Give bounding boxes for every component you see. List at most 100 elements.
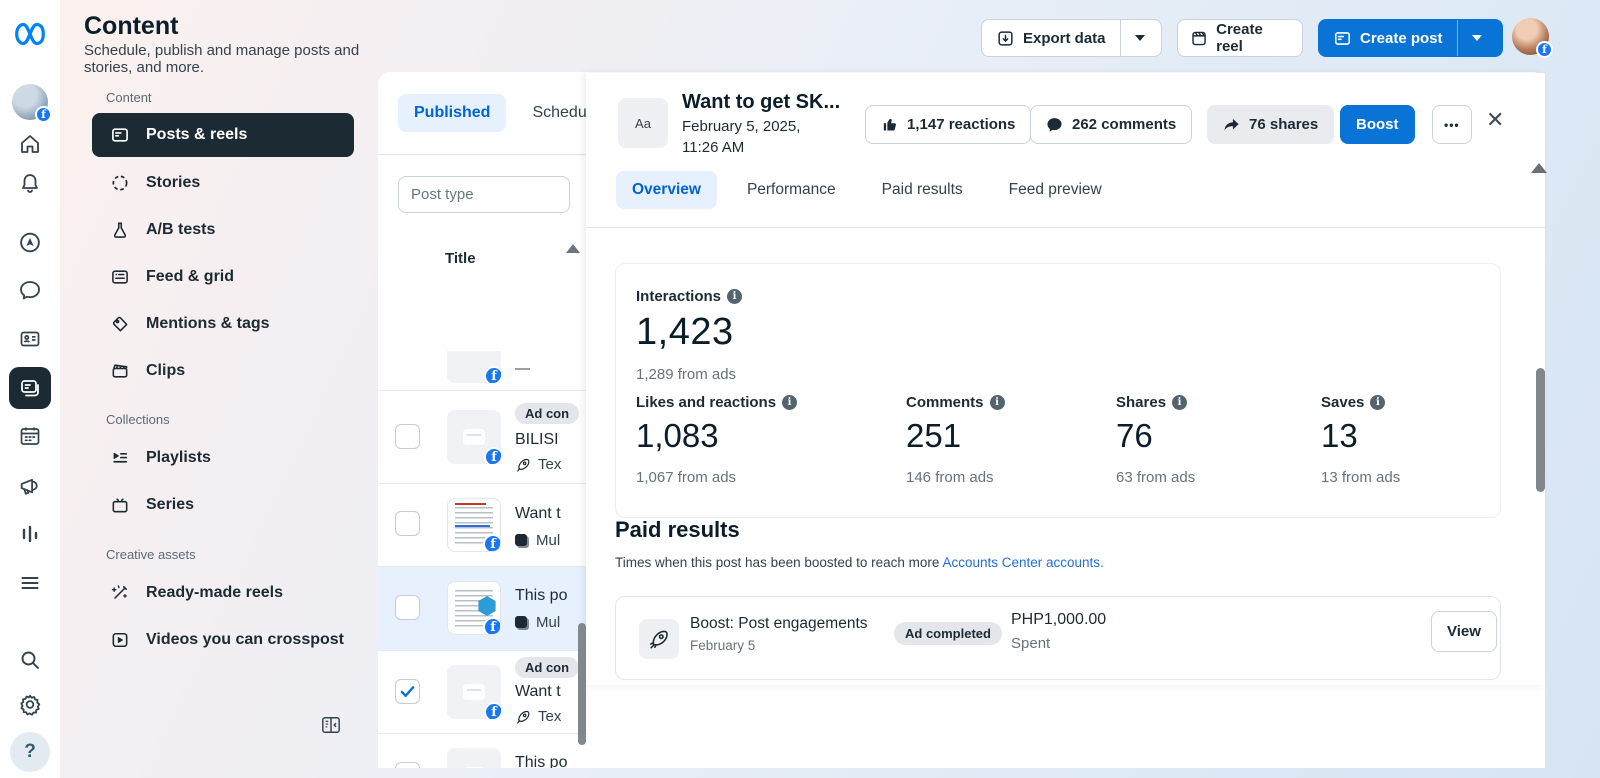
export-data-dropdown[interactable]	[1121, 20, 1159, 56]
sidebar-item-feed-grid[interactable]: Feed & grid	[92, 255, 354, 299]
user-avatar[interactable]: f	[1512, 18, 1553, 58]
planner-calendar-icon[interactable]	[18, 424, 42, 448]
post-title: Want t	[515, 683, 561, 700]
tab-feed-preview[interactable]: Feed preview	[1008, 181, 1102, 198]
sidebar-item-ready-made-reels[interactable]: Ready-made reels	[92, 571, 354, 615]
post-type-filter[interactable]: Post type	[398, 176, 570, 213]
ads-icon[interactable]	[18, 230, 43, 255]
tab-overview[interactable]: Overview	[616, 171, 717, 209]
sidebar-item-posts-reels[interactable]: Posts & reels	[92, 113, 354, 157]
stamp-icon	[478, 596, 496, 616]
row-checkbox[interactable]	[395, 762, 420, 768]
row-checkbox[interactable]	[395, 424, 420, 449]
export-icon	[998, 30, 1013, 46]
post-detail-tabs: Overview Performance Paid results Feed p…	[616, 171, 1118, 209]
spend-amount: PHP1,000.00	[1011, 611, 1107, 628]
facebook-badge-icon: f	[484, 366, 501, 383]
sidebar-item-videos-crosspost[interactable]: Videos you can crosspost	[92, 618, 354, 662]
sidebar-item-label: Playlists	[146, 449, 211, 466]
reel-icon	[1192, 31, 1206, 45]
close-icon[interactable]: ✕	[1486, 107, 1505, 132]
post-title: This po	[515, 754, 568, 768]
chevron-down-icon	[1471, 35, 1482, 41]
posts-list-panel: Post type Title f — f Ad con BILISI	[378, 155, 588, 768]
info-icon[interactable]: i	[1370, 395, 1386, 410]
sort-ascending-icon[interactable]	[566, 244, 580, 253]
post-type-label: Mul	[536, 614, 561, 631]
meta-logo-icon[interactable]	[11, 20, 49, 48]
create-reel-button[interactable]: Create reel	[1177, 19, 1303, 57]
reactions-button[interactable]: 1,147 reactions	[865, 105, 1032, 144]
sidebar-item-label: A/B tests	[146, 221, 216, 238]
all-tools-menu-icon[interactable]	[18, 571, 42, 595]
home-icon[interactable]	[18, 132, 42, 156]
thumbs-up-icon	[883, 118, 896, 131]
export-data-button[interactable]: Export data	[981, 19, 1162, 57]
collapse-sidebar-icon[interactable]	[320, 715, 342, 735]
detail-scrollbar[interactable]	[1536, 368, 1545, 492]
info-icon[interactable]: i	[782, 395, 798, 410]
comments-count: 262 comments	[1072, 116, 1177, 133]
divider	[1119, 20, 1121, 56]
inbox-chat-icon[interactable]	[18, 278, 42, 302]
sidebar-item-playlists[interactable]: Playlists	[92, 436, 354, 480]
sidebar-item-label: Ready-made reels	[146, 584, 283, 601]
paid-results-heading: Paid results	[615, 517, 740, 542]
tab-published[interactable]: Published	[398, 94, 507, 132]
row-checkbox[interactable]	[395, 511, 420, 536]
comments-button[interactable]: 262 comments	[1030, 105, 1193, 144]
post-title: Want t	[515, 505, 561, 522]
scroll-up-icon[interactable]	[1531, 163, 1547, 173]
sidebar-item-label: Stories	[146, 174, 201, 191]
view-button[interactable]: View	[1431, 611, 1497, 652]
help-button[interactable]: ?	[10, 732, 50, 772]
post-detail-title: Want to get SK...	[682, 91, 841, 113]
create-post-dropdown[interactable]	[1458, 20, 1496, 56]
sidebar-item-label: Posts & reels	[146, 126, 248, 143]
accounts-center-link[interactable]: Accounts Center accounts.	[942, 555, 1104, 570]
overview-metrics-card: Interactions i 1,423 1,289 from ads Like…	[615, 263, 1501, 518]
business-avatar[interactable]: f	[12, 84, 52, 123]
chevron-down-icon	[1134, 35, 1145, 41]
sidebar-section-creative-assets: Creative assets	[106, 547, 196, 562]
row-checkbox[interactable]	[395, 595, 420, 620]
interactions-from-ads: 1,289 from ads	[636, 366, 737, 383]
facebook-badge-icon: f	[483, 534, 500, 551]
search-icon[interactable]	[18, 648, 42, 672]
row-checkbox-checked[interactable]	[395, 679, 420, 704]
sidebar-item-series[interactable]: Series	[92, 483, 354, 527]
notifications-bell-icon[interactable]	[18, 171, 42, 195]
tab-paid-results[interactable]: Paid results	[881, 181, 963, 198]
settings-gear-icon[interactable]	[18, 692, 43, 717]
sidebar-item-ab-tests[interactable]: A/B tests	[92, 208, 354, 252]
insights-chart-icon[interactable]	[18, 522, 42, 546]
post-icon	[112, 128, 128, 142]
ads-megaphone-icon[interactable]	[18, 473, 43, 498]
info-icon[interactable]: i	[1172, 395, 1188, 410]
boost-date: February 5	[690, 638, 756, 653]
title-column-header[interactable]: Title	[445, 250, 476, 267]
leads-card-icon[interactable]	[18, 327, 42, 351]
metric-shares: Shares i 76 63 from ads	[1116, 394, 1196, 486]
ad-completed-badge: Ad completed	[894, 622, 1002, 645]
boost-rocket-icon	[639, 619, 679, 659]
create-post-button[interactable]: Create post	[1318, 19, 1503, 57]
shares-button[interactable]: 76 shares	[1207, 105, 1335, 144]
info-icon[interactable]: i	[727, 289, 743, 304]
sidebar-item-label: Feed & grid	[146, 268, 235, 285]
sidebar-item-clips[interactable]: Clips	[92, 349, 354, 393]
page-subtitle: Schedule, publish and manage posts and s…	[84, 42, 360, 76]
facebook-badge-icon: f	[484, 447, 501, 464]
more-options-button[interactable]: •••	[1432, 105, 1472, 144]
post-title: BILISI	[515, 431, 559, 448]
sidebar-item-stories[interactable]: Stories	[92, 161, 354, 205]
list-scrollbar[interactable]	[578, 623, 586, 745]
content-posts-icon-selected[interactable]	[9, 367, 51, 409]
info-icon[interactable]: i	[989, 395, 1005, 410]
post-type-label: Tex	[538, 456, 562, 473]
metric-saves: Saves i 13 13 from ads	[1321, 394, 1401, 486]
sidebar-item-mentions-tags[interactable]: Mentions & tags	[92, 302, 354, 346]
boost-result-card: Boost: Post engagements February 5 Ad co…	[615, 596, 1501, 680]
boost-button[interactable]: Boost	[1340, 105, 1415, 144]
tab-performance[interactable]: Performance	[746, 181, 836, 198]
